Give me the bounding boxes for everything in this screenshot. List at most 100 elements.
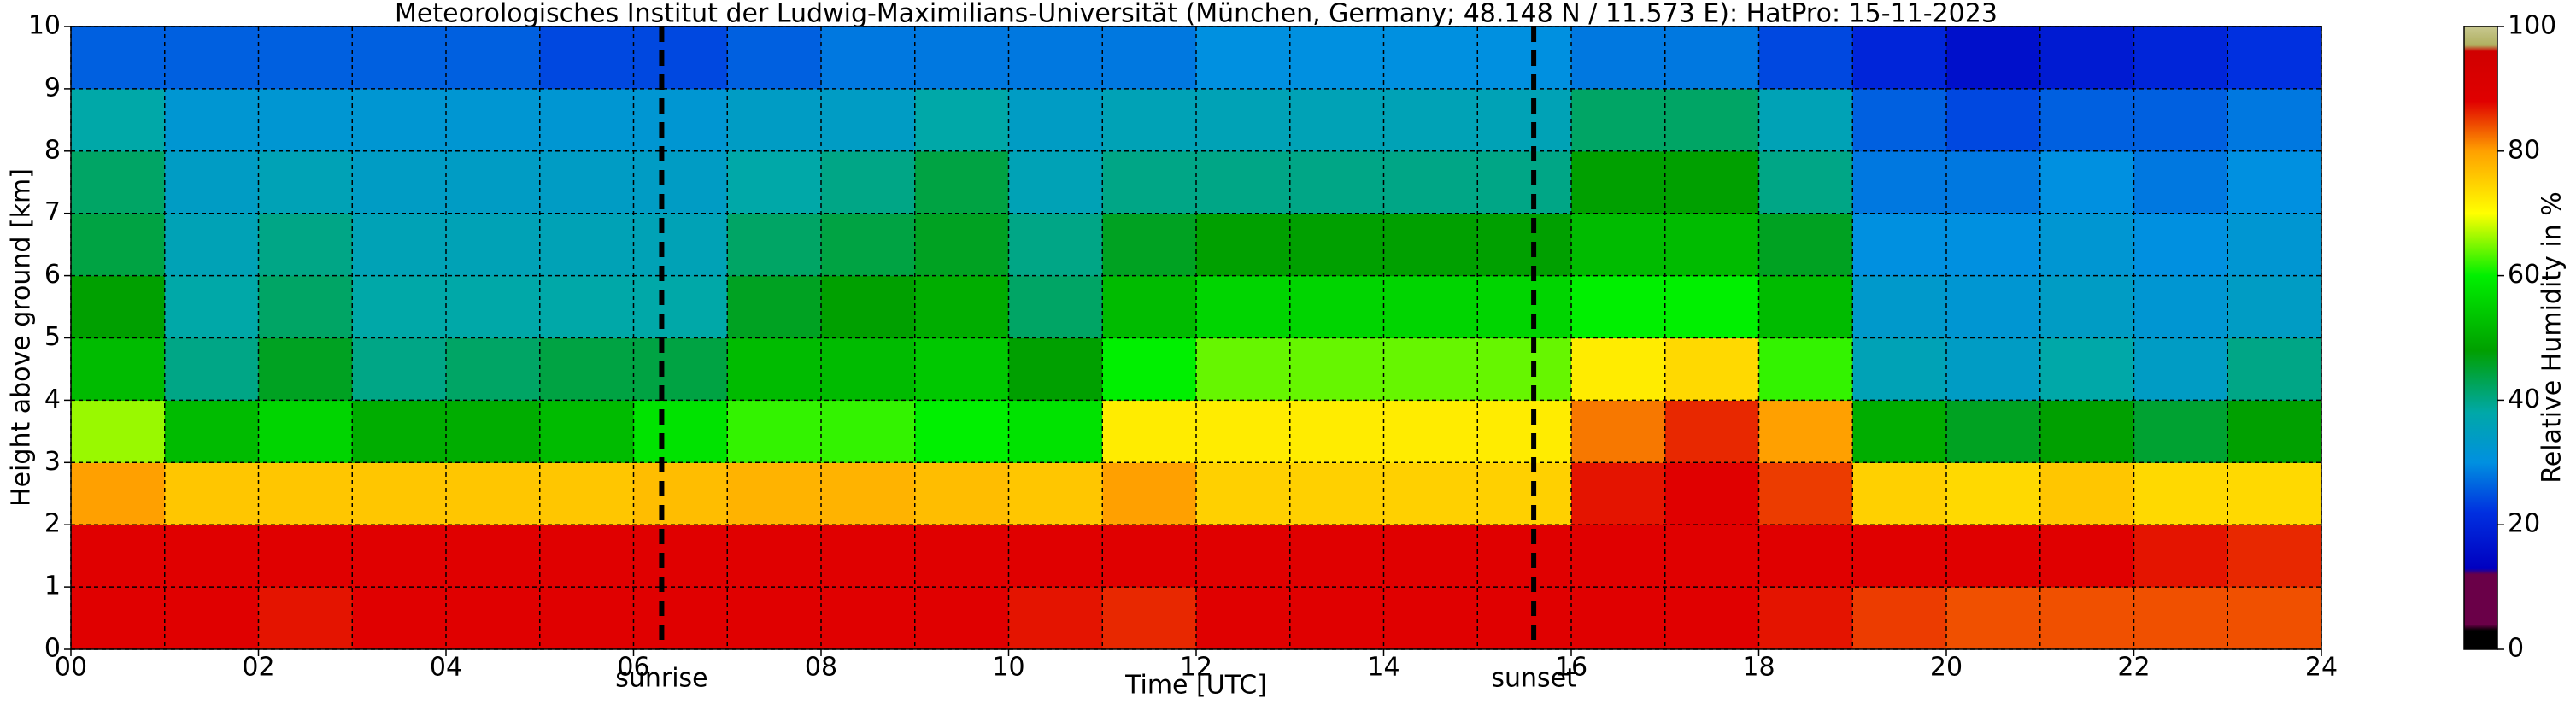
heatmap-cell bbox=[1102, 400, 1197, 463]
heatmap-cell bbox=[2227, 275, 2322, 338]
y-tick-label: 1 bbox=[44, 572, 61, 601]
heatmap-cell bbox=[633, 88, 728, 152]
y-tick-label: 0 bbox=[44, 634, 61, 664]
heatmap-cell bbox=[352, 88, 447, 152]
x-tick-label: 14 bbox=[1367, 653, 1399, 683]
heatmap-cell bbox=[1196, 150, 1291, 214]
heatmap-cell bbox=[2133, 525, 2228, 588]
heatmap-cell bbox=[1289, 525, 1384, 588]
heatmap-cell bbox=[914, 400, 1009, 463]
heatmap-cell bbox=[2039, 525, 2134, 588]
y-tick-label: 3 bbox=[44, 447, 61, 477]
heatmap-cell bbox=[258, 150, 353, 214]
sun-label: sunset bbox=[1491, 664, 1576, 694]
heatmap-cell bbox=[1664, 462, 1759, 525]
heatmap-cell bbox=[1289, 213, 1384, 277]
heatmap-cell bbox=[352, 400, 447, 463]
heatmap-cell bbox=[2133, 462, 2228, 525]
heatmap-cell bbox=[2133, 587, 2228, 650]
heatmap-cell bbox=[164, 337, 259, 401]
heatmap-cell bbox=[1008, 587, 1103, 650]
colorbar bbox=[2463, 26, 2498, 650]
heatmap-cell bbox=[1196, 400, 1291, 463]
colorbar-tick-label: 100 bbox=[2508, 11, 2556, 41]
x-tick-label: 08 bbox=[805, 653, 837, 683]
heatmap-cell bbox=[633, 587, 728, 650]
heatmap-cell bbox=[1664, 275, 1759, 338]
heatmap-cell bbox=[446, 275, 541, 338]
heatmap-cell bbox=[352, 26, 447, 90]
heatmap-cell bbox=[2039, 88, 2134, 152]
heatmap-cell bbox=[1383, 275, 1478, 338]
heatmap-cell bbox=[2039, 26, 2134, 90]
heatmap-cell bbox=[71, 213, 166, 277]
colorbar-tick-label: 0 bbox=[2508, 634, 2524, 664]
heatmap-cell bbox=[2039, 462, 2134, 525]
heatmap-cell bbox=[352, 462, 447, 525]
heatmap-cell bbox=[1946, 88, 2041, 152]
heatmap-cell bbox=[164, 150, 259, 214]
heatmap-cell bbox=[1477, 88, 1572, 152]
heatmap-cell bbox=[2039, 150, 2134, 214]
heatmap-cell bbox=[914, 462, 1009, 525]
heatmap-cell bbox=[914, 587, 1009, 650]
chart-title: Meteorologisches Institut der Ludwig-Max… bbox=[395, 0, 1998, 29]
heatmap-cell bbox=[1289, 400, 1384, 463]
y-tick-label: 6 bbox=[44, 260, 61, 290]
colorbar-tick-label: 80 bbox=[2508, 135, 2540, 165]
heatmap-cell bbox=[1008, 275, 1103, 338]
x-tick-label: 02 bbox=[242, 653, 274, 683]
heatmap-cell bbox=[1196, 275, 1291, 338]
heatmap-cell bbox=[2133, 150, 2228, 214]
heatmap-cell bbox=[1571, 587, 1666, 650]
x-tick-label: 00 bbox=[55, 653, 87, 683]
heatmap-cell bbox=[1196, 525, 1291, 588]
heatmap-cell bbox=[821, 525, 916, 588]
heatmap-cell bbox=[1102, 525, 1197, 588]
heatmap-cell bbox=[1946, 26, 2041, 90]
x-axis-label: Time [UTC] bbox=[1124, 671, 1267, 701]
heatmap-cell bbox=[1852, 587, 1947, 650]
y-axis-label: Height above ground [km] bbox=[7, 168, 37, 507]
heatmap-cell bbox=[2039, 275, 2134, 338]
heatmap-cell bbox=[539, 88, 634, 152]
heatmap-cell bbox=[1664, 150, 1759, 214]
heatmap-cell bbox=[1946, 525, 2041, 588]
heatmap-cell bbox=[1383, 400, 1478, 463]
heatmap-cell bbox=[1852, 462, 1947, 525]
heatmap-cell bbox=[1758, 88, 1853, 152]
heatmap-cell bbox=[821, 275, 916, 338]
heatmap-cell bbox=[1571, 275, 1666, 338]
heatmap-cell bbox=[727, 587, 822, 650]
heatmap-cell bbox=[821, 213, 916, 277]
heatmap-cell bbox=[1008, 400, 1103, 463]
heatmap-cell bbox=[258, 462, 353, 525]
heatmap-cell bbox=[1758, 213, 1853, 277]
x-tick-label: 22 bbox=[2117, 653, 2150, 683]
sun-label: sunrise bbox=[615, 664, 707, 694]
heatmap-cell bbox=[821, 88, 916, 152]
heatmap-cell bbox=[2133, 88, 2228, 152]
heatmap-cell bbox=[1852, 525, 1947, 588]
heatmap-cell bbox=[352, 587, 447, 650]
heatmap-cell bbox=[727, 462, 822, 525]
heatmap-cell bbox=[1477, 26, 1572, 90]
heatmap-cell bbox=[1477, 150, 1572, 214]
heatmap-cell bbox=[1946, 275, 2041, 338]
heatmap-cell bbox=[539, 275, 634, 338]
y-tick-label: 5 bbox=[44, 322, 61, 352]
heatmap-cell bbox=[1758, 150, 1853, 214]
heatmap-cell bbox=[446, 88, 541, 152]
heatmap-cell bbox=[539, 337, 634, 401]
heatmap-cell bbox=[1383, 150, 1478, 214]
x-tick-label: 18 bbox=[1742, 653, 1775, 683]
heatmap-cell bbox=[914, 213, 1009, 277]
x-tick-label: 24 bbox=[2305, 653, 2338, 683]
heatmap-cell bbox=[352, 275, 447, 338]
heatmap-cell bbox=[1852, 26, 1947, 90]
heatmap-cell bbox=[2133, 26, 2228, 90]
heatmap-cell bbox=[71, 150, 166, 214]
heatmap-cell bbox=[821, 462, 916, 525]
heatmap-cell bbox=[539, 150, 634, 214]
heatmap-cell bbox=[1852, 88, 1947, 152]
